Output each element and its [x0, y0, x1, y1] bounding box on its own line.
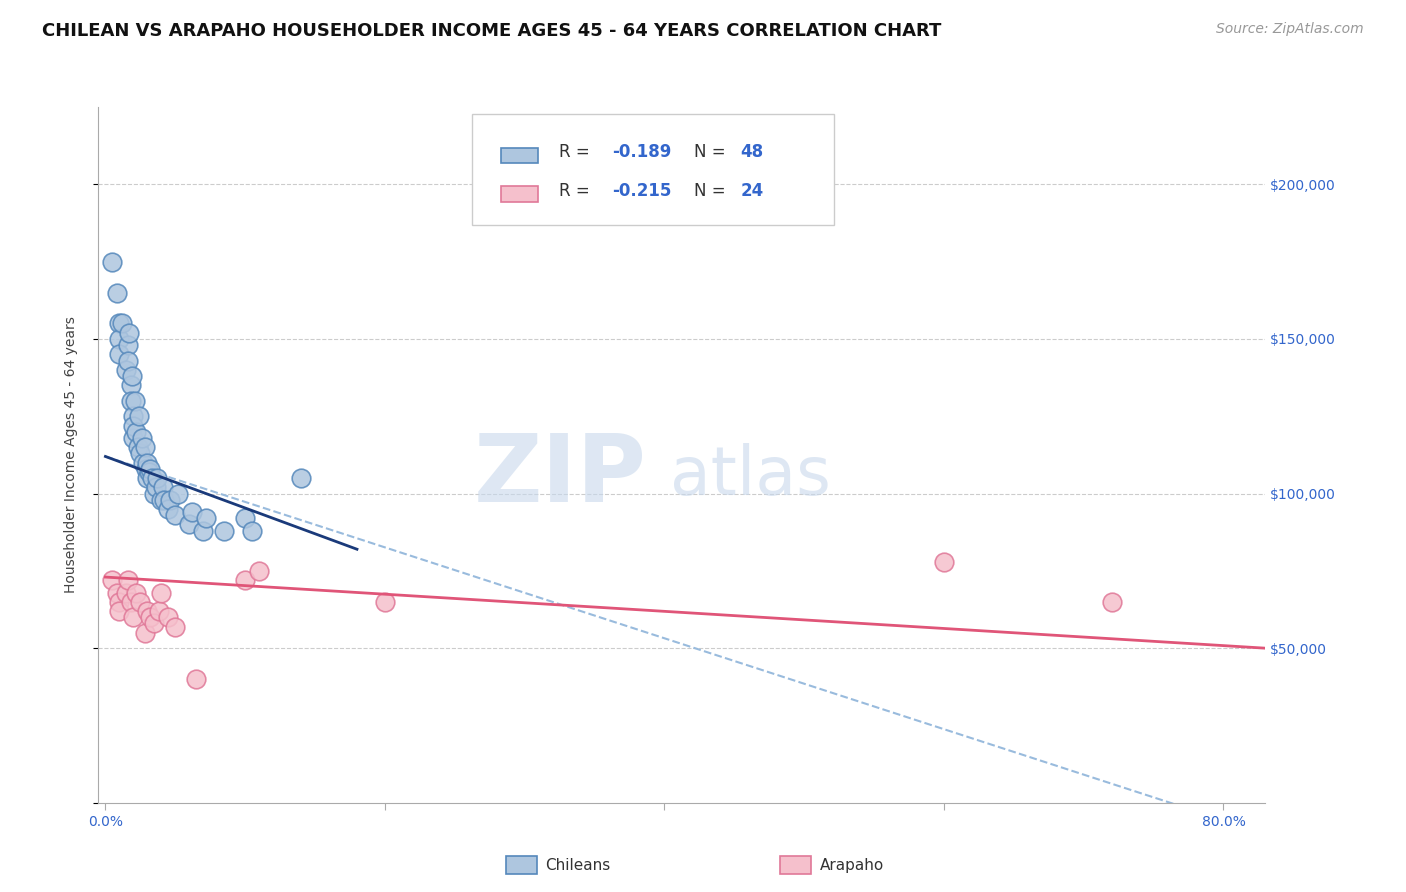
Text: ZIP: ZIP: [474, 430, 647, 522]
Text: Arapaho: Arapaho: [820, 858, 884, 872]
Point: [150, 492, 173, 507]
Point: [240, 524, 263, 538]
Point: [101, 254, 124, 268]
Text: CHILEAN VS ARAPAHO HOUSEHOLDER INCOME AGES 45 - 64 YEARS CORRELATION CHART: CHILEAN VS ARAPAHO HOUSEHOLDER INCOME AG…: [42, 22, 942, 40]
Point: [179, 517, 201, 532]
Text: 24: 24: [741, 182, 763, 200]
Point: [157, 610, 180, 624]
Point: [115, 363, 138, 377]
Point: [120, 595, 142, 609]
Point: [135, 462, 157, 476]
Text: -0.189: -0.189: [612, 144, 671, 161]
Text: N =: N =: [693, 182, 731, 200]
Y-axis label: Householder Income Ages 45 - 64 years: Householder Income Ages 45 - 64 years: [63, 317, 77, 593]
Point: [124, 393, 146, 408]
Point: [108, 595, 131, 609]
Text: atlas: atlas: [671, 442, 831, 508]
FancyBboxPatch shape: [501, 186, 538, 202]
Point: [167, 486, 190, 500]
Point: [247, 564, 270, 578]
Point: [145, 480, 167, 494]
Text: Source: ZipAtlas.com: Source: ZipAtlas.com: [1216, 22, 1364, 37]
Point: [143, 486, 166, 500]
Point: [108, 317, 131, 331]
Point: [118, 326, 141, 340]
Point: [120, 393, 142, 408]
Text: -0.215: -0.215: [612, 182, 671, 200]
Point: [186, 672, 208, 686]
Point: [105, 285, 128, 300]
Point: [136, 604, 159, 618]
Point: [117, 573, 139, 587]
Point: [111, 317, 134, 331]
Point: [233, 573, 256, 587]
Point: [134, 440, 156, 454]
Point: [122, 610, 145, 624]
Point: [139, 610, 162, 624]
Point: [117, 338, 139, 352]
Point: [153, 492, 176, 507]
Point: [141, 471, 163, 485]
Point: [233, 511, 256, 525]
Point: [150, 585, 173, 599]
Point: [139, 462, 162, 476]
Point: [165, 619, 187, 633]
FancyBboxPatch shape: [472, 114, 834, 226]
Point: [181, 505, 204, 519]
Point: [932, 555, 955, 569]
Point: [159, 492, 181, 507]
Point: [108, 604, 131, 618]
Point: [143, 616, 166, 631]
Point: [129, 595, 152, 609]
Point: [212, 524, 235, 538]
Point: [120, 378, 142, 392]
Point: [193, 524, 215, 538]
Point: [125, 425, 148, 439]
Point: [115, 585, 138, 599]
Point: [122, 409, 145, 424]
Point: [121, 369, 143, 384]
Point: [157, 502, 180, 516]
Point: [152, 480, 174, 494]
Point: [108, 347, 131, 361]
Point: [148, 604, 170, 618]
Point: [1101, 595, 1123, 609]
Point: [122, 431, 145, 445]
Point: [101, 573, 124, 587]
Text: 48: 48: [741, 144, 763, 161]
Point: [136, 456, 159, 470]
Point: [290, 471, 312, 485]
Point: [134, 625, 156, 640]
Point: [146, 471, 169, 485]
Text: Chileans: Chileans: [546, 858, 610, 872]
Point: [125, 585, 148, 599]
Point: [108, 332, 131, 346]
Point: [131, 431, 153, 445]
Point: [128, 409, 150, 424]
Point: [117, 353, 139, 368]
Text: R =: R =: [560, 144, 595, 161]
Point: [122, 418, 145, 433]
Point: [136, 471, 159, 485]
Text: R =: R =: [560, 182, 595, 200]
Point: [105, 585, 128, 599]
Text: N =: N =: [693, 144, 731, 161]
Point: [127, 440, 149, 454]
FancyBboxPatch shape: [501, 148, 538, 163]
Point: [129, 446, 152, 460]
Point: [165, 508, 187, 523]
Point: [138, 465, 160, 479]
Point: [195, 511, 218, 525]
Point: [132, 456, 155, 470]
Point: [374, 595, 396, 609]
